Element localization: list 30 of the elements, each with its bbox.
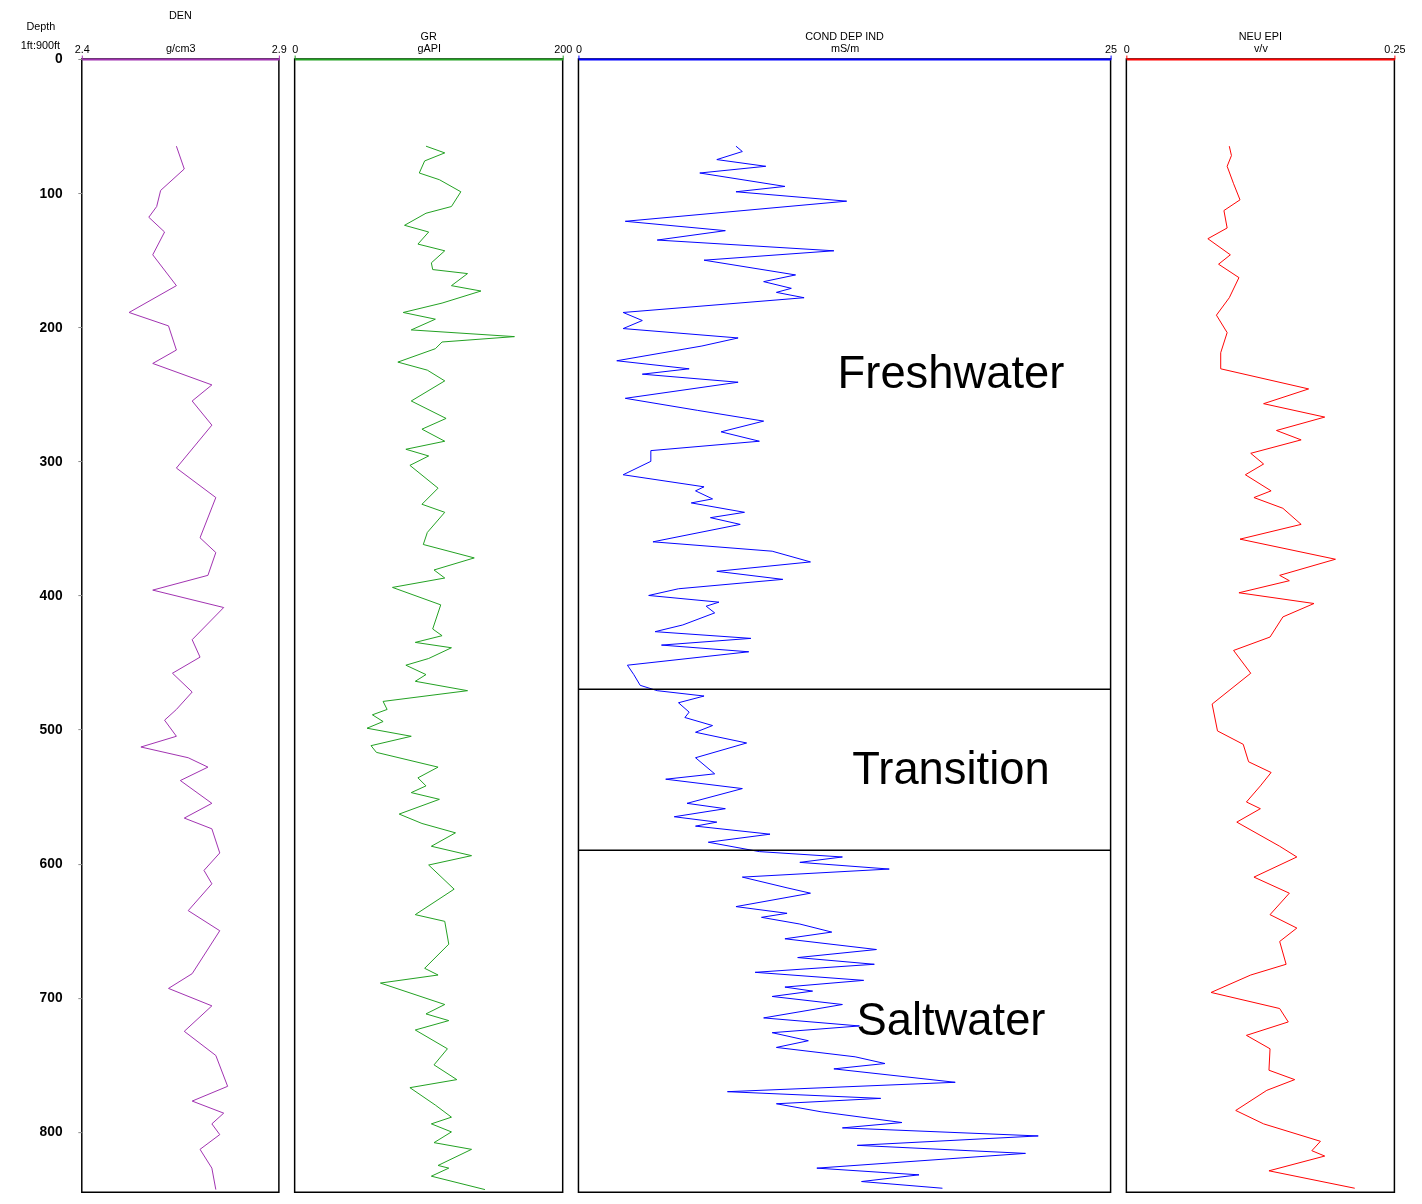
x-tick-label: 0 [292, 42, 299, 55]
y-tick-label: 300 [39, 453, 63, 469]
y-tick-label: 500 [39, 722, 63, 738]
y-tick-label: 600 [39, 856, 63, 872]
x-tick-label: 0 [575, 42, 582, 55]
annotation: Saltwater [856, 994, 1046, 1046]
x-axis-title: gAPI [417, 41, 441, 54]
x-axis-title: g/cm3 [166, 41, 196, 54]
chart-title: DEN [168, 8, 192, 21]
annotation: Transition [852, 742, 1050, 794]
line-series [128, 145, 229, 1191]
x-axis-title: v/v [1253, 41, 1269, 54]
x-tick-label: 25 [1105, 42, 1118, 55]
chart-title: NEU EPI [1238, 30, 1283, 43]
chart-title: COND DEP IND [805, 30, 885, 43]
text: 1ft:900ft [20, 39, 60, 52]
y-tick-label: 400 [39, 587, 63, 603]
annotation: Freshwater [837, 346, 1065, 398]
chart-title: GR [420, 30, 437, 43]
y-tick-label: 200 [39, 319, 63, 335]
x-tick-label: 2.4 [74, 42, 90, 55]
x-axis-title: mS/m [830, 41, 860, 54]
y-axis-title: Depth [26, 19, 56, 32]
y-tick-label: 700 [39, 990, 63, 1006]
y-tick-label: 100 [39, 185, 63, 201]
x-tick-label: 0.25 [1384, 42, 1406, 55]
x-tick-label: 0 [1123, 42, 1130, 55]
x-tick-label: 2.9 [271, 42, 287, 55]
y-tick-label: 800 [39, 1124, 63, 1140]
x-tick-label: 200 [554, 42, 573, 55]
